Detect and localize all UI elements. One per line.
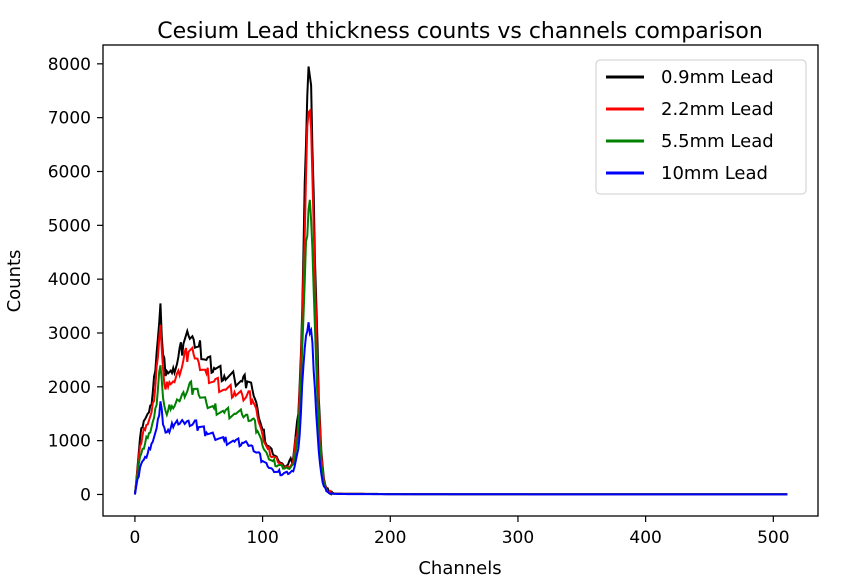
plot-frame — [102, 44, 819, 517]
x-tick-label: 300 — [502, 528, 534, 548]
legend-label: 0.9mm Lead — [661, 67, 774, 88]
y-axis: 0 1000 2000 3000 4000 5000 6000 7000 8000 — [48, 55, 103, 505]
y-tick-label: 7000 — [48, 109, 91, 129]
chart-title: Cesium Lead thickness counts vs channels… — [157, 19, 763, 44]
x-tick-label: 500 — [757, 528, 789, 548]
legend-label: 10mm Lead — [661, 163, 768, 184]
y-tick-label: 8000 — [48, 55, 91, 75]
x-tick-label: 400 — [629, 528, 661, 548]
y-tick-label: 0 — [80, 485, 91, 505]
y-tick-label: 2000 — [48, 378, 91, 398]
x-axis: 0 100 200 300 400 500 — [130, 516, 790, 548]
legend: 0.9mm Lead 2.2mm Lead 5.5mm Lead 10mm Lead — [595, 59, 807, 195]
legend-label: 5.5mm Lead — [661, 131, 774, 152]
series-line-4 — [133, 322, 788, 496]
y-tick-label: 3000 — [48, 324, 91, 344]
y-tick-label: 5000 — [48, 216, 91, 236]
x-tick-label: 200 — [374, 528, 406, 548]
y-tick-label: 6000 — [48, 162, 91, 182]
x-tick-label: 0 — [130, 528, 141, 548]
y-tick-label: 4000 — [48, 270, 91, 290]
series-layer — [133, 66, 788, 496]
y-axis-label: Counts — [4, 250, 25, 313]
legend-box — [595, 59, 807, 195]
y-tick-label: 1000 — [48, 432, 91, 452]
legend-label: 2.2mm Lead — [661, 99, 774, 120]
series-line-3 — [133, 199, 788, 496]
x-axis-label: Channels — [418, 558, 501, 578]
x-tick-label: 100 — [246, 528, 278, 548]
